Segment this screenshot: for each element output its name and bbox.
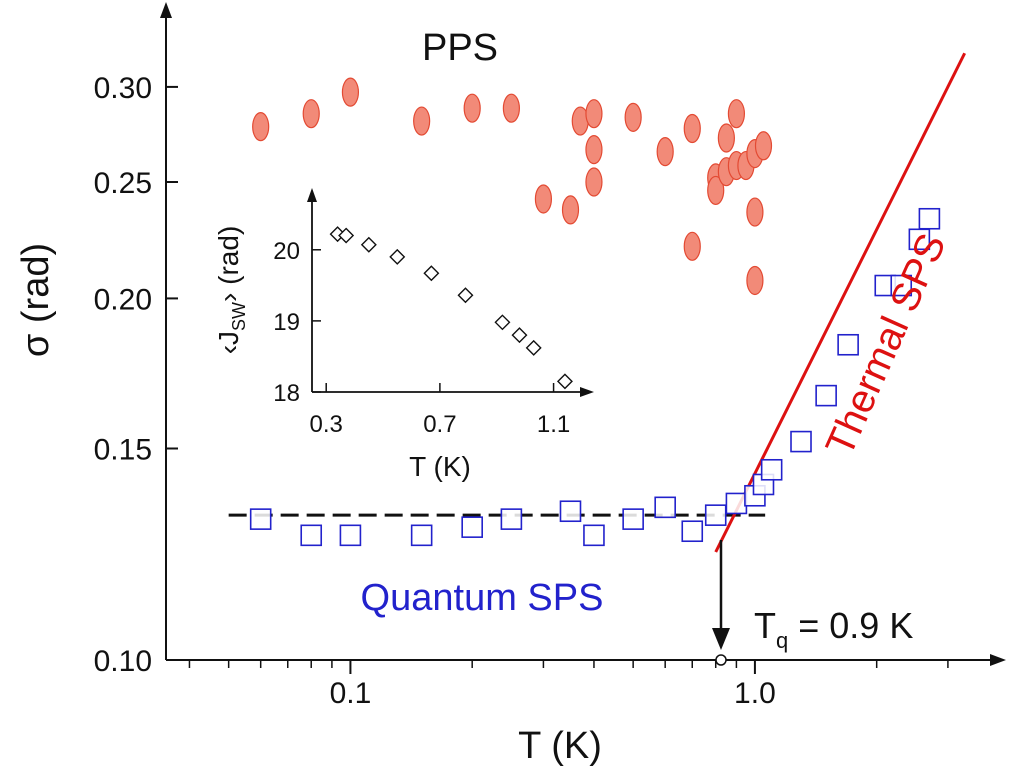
- pps-series: [252, 77, 773, 296]
- tq-point: [715, 654, 727, 666]
- pps-point: [413, 106, 431, 136]
- sps-point: [815, 384, 837, 407]
- pps-point: [656, 137, 674, 167]
- main-y-tick-label: 0.10: [94, 645, 152, 678]
- inset-y-tick-label: 19: [273, 309, 300, 336]
- sps-point: [654, 496, 676, 519]
- sps-point: [410, 524, 433, 547]
- inset-y-axis-title: ‹JSW› (rad): [213, 226, 249, 355]
- pps-label: PPS: [422, 27, 498, 69]
- pps-point: [502, 93, 520, 123]
- inset-point: [423, 265, 440, 282]
- sps-point: [583, 524, 605, 547]
- inset-point: [338, 227, 355, 244]
- main-x-ticks: 0.1 1.0: [188, 660, 949, 710]
- inset-y-axis-arrow: [307, 188, 317, 202]
- inset-x-tick-label: 0.7: [423, 411, 456, 438]
- main-y-tick-label: 0.20: [94, 283, 152, 316]
- inset-chart: 18 19 20 0.3 0.7 1.1 T (K) ‹JSW› (rad): [213, 188, 594, 482]
- inset-point: [494, 314, 511, 331]
- pps-point: [683, 231, 701, 261]
- pps-point: [624, 102, 642, 132]
- sps-point: [790, 430, 812, 453]
- main-x-axis-title: T (K): [518, 725, 602, 767]
- inset-x-ticks: 0.3 0.7 1.1: [310, 383, 570, 438]
- inset-x-axis-arrow: [580, 387, 594, 397]
- sps-point: [461, 516, 483, 538]
- main-fit-lines: [228, 52, 966, 553]
- inset-y-tick-label: 18: [273, 380, 300, 407]
- main-y-axis-arrow: [160, 2, 172, 18]
- pps-point: [534, 184, 553, 214]
- pps-point: [585, 99, 603, 129]
- pps-point: [302, 99, 320, 129]
- sps-point: [339, 524, 362, 547]
- inset-y-tick-label: 20: [273, 238, 300, 265]
- pps-point: [717, 123, 735, 153]
- sps-point: [300, 524, 323, 547]
- sps-point: [500, 508, 523, 530]
- pps-point: [707, 175, 725, 206]
- main-axes: 0.10 0.15 0.20 0.25 0.30 0.1 1.0 T (K) σ (rad…: [15, 2, 1006, 767]
- main-y-axis-title: σ (rad): [15, 243, 57, 357]
- inset-point: [525, 339, 542, 356]
- inset-point: [457, 287, 474, 304]
- main-x-tick-label: 1.0: [734, 677, 776, 710]
- main-x-tick-label: 0.1: [330, 677, 372, 710]
- inset-y-ticks: 18 19 20: [273, 238, 321, 407]
- main-x-axis-arrow: [990, 654, 1006, 666]
- pps-point: [252, 112, 270, 142]
- thermal-fit-line: [714, 52, 966, 553]
- main-y-ticks: 0.10 0.15 0.20 0.25 0.30: [94, 72, 178, 678]
- sps-point: [837, 333, 859, 356]
- pps-point: [746, 197, 764, 227]
- pps-point: [746, 265, 764, 296]
- sps-point: [681, 520, 704, 543]
- pps-point: [754, 131, 773, 161]
- main-y-tick-label: 0.15: [94, 433, 152, 466]
- inset-point: [360, 236, 377, 253]
- inset-x-tick-label: 0.3: [310, 411, 343, 438]
- pps-point: [463, 93, 481, 123]
- sps-point: [890, 274, 913, 297]
- inset-x-axis-title: T (K): [409, 451, 471, 482]
- quantum-sps-series: [249, 207, 941, 547]
- inset-point: [556, 373, 573, 390]
- inset-point: [389, 248, 406, 265]
- pps-point: [585, 135, 603, 165]
- main-y-tick-label: 0.25: [94, 167, 152, 200]
- inset-point: [511, 327, 528, 344]
- sps-point: [559, 500, 582, 523]
- quantum-label: Quantum SPS: [361, 577, 604, 619]
- inset-jsw-series: [329, 226, 573, 390]
- sps-point: [725, 492, 748, 515]
- pps-point: [561, 195, 580, 225]
- pps-point: [727, 99, 746, 129]
- tq-label: Tq = 0.9 K: [754, 605, 913, 653]
- inset-x-tick-label: 1.1: [537, 411, 570, 438]
- tq-marker: Tq = 0.9 K: [712, 540, 913, 666]
- sps-point: [249, 508, 272, 530]
- sps-point: [704, 504, 727, 526]
- main-y-tick-label: 0.30: [94, 72, 152, 105]
- pps-point: [341, 77, 360, 107]
- sps-point: [622, 508, 644, 530]
- tq-arrow-head: [712, 628, 730, 650]
- pps-point: [683, 113, 701, 144]
- sps-point: [918, 207, 941, 230]
- sps-point: [760, 458, 783, 481]
- pps-point: [585, 167, 603, 197]
